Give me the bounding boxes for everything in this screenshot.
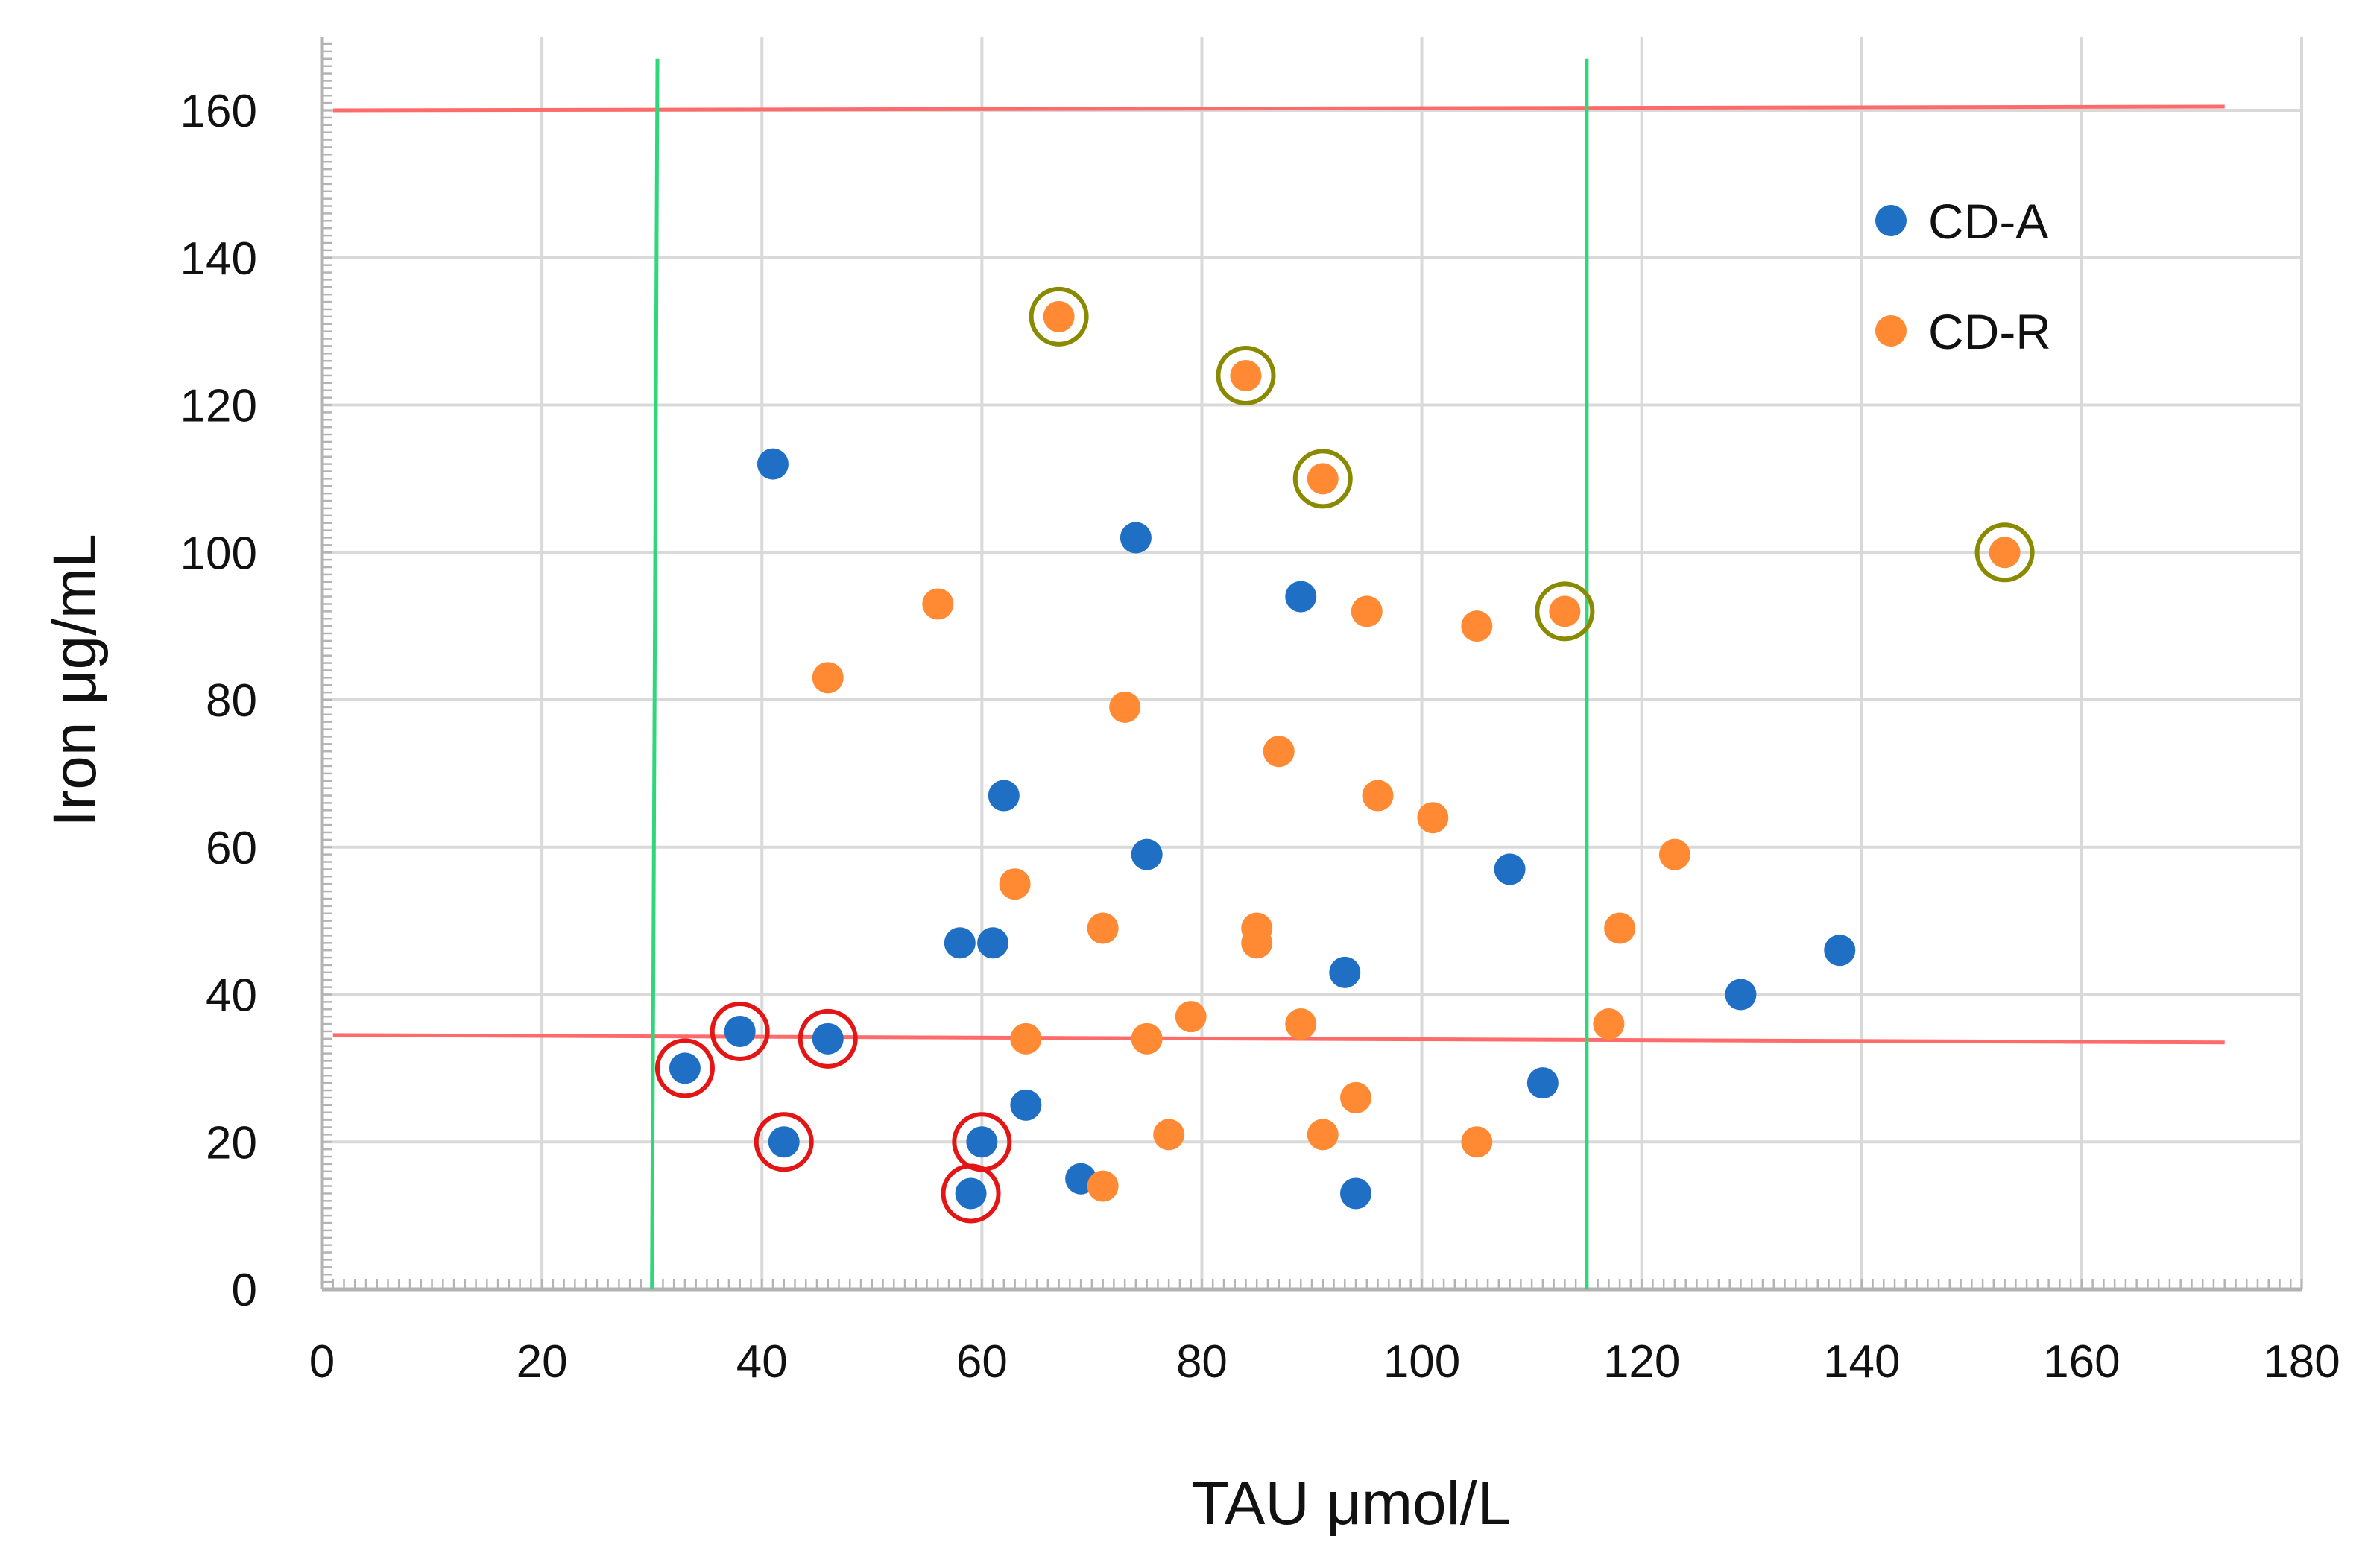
x-tick-label: 0 xyxy=(309,1336,335,1388)
point-cd-r xyxy=(1549,595,1581,627)
point-cd-r xyxy=(1131,1022,1163,1055)
point-cd-r xyxy=(1175,1001,1207,1033)
x-tick-label: 160 xyxy=(2043,1336,2120,1388)
point-cd-a xyxy=(966,1126,998,1158)
point-cd-a xyxy=(1285,581,1317,613)
tick-labels: 0 20 40 60 80 100 120 140 160 180 0 20 40 60 80 100 120 1… xyxy=(180,86,2340,1388)
point-cd-a xyxy=(1010,1089,1042,1121)
point-cd-a xyxy=(944,927,976,959)
x-tick-label: 60 xyxy=(956,1336,1008,1388)
y-tick-label: 0 xyxy=(232,1265,257,1316)
reference-line-horizontal xyxy=(332,104,2225,113)
point-cd-a xyxy=(1725,979,1757,1011)
point-cd-r xyxy=(999,868,1031,900)
point-cd-a xyxy=(812,1022,844,1055)
point-cd-a xyxy=(1340,1177,1372,1210)
highlight-circle-cd-r xyxy=(1216,345,1276,405)
reference-line-horizontal xyxy=(332,1033,2225,1045)
legend-marker-cd-r xyxy=(1875,315,1907,347)
legend-label-cd-a: CD-A xyxy=(1928,194,2048,249)
highlight-circle-cd-r xyxy=(1535,581,1595,642)
y-tick-label: 160 xyxy=(180,86,257,137)
y-axis-title: Iron μg/mL xyxy=(41,534,109,827)
point-cd-a xyxy=(1329,956,1361,988)
point-cd-r xyxy=(1362,780,1394,812)
point-cd-a xyxy=(988,780,1020,812)
highlight-circle-cd-r xyxy=(1974,522,2035,583)
x-tick-label: 80 xyxy=(1176,1336,1228,1388)
point-cd-a xyxy=(724,1015,756,1047)
highlight-circles xyxy=(654,286,2035,1224)
point-cd-r xyxy=(1461,1126,1493,1158)
x-tick-label: 140 xyxy=(1823,1336,1900,1388)
highlight-circle-cd-r xyxy=(1292,449,1353,509)
point-cd-r xyxy=(1109,691,1141,723)
y-tick-label: 60 xyxy=(206,823,257,874)
legend-marker-cd-a xyxy=(1875,205,1907,236)
point-cd-r xyxy=(922,588,954,620)
legend: CD-A CD-R xyxy=(1875,194,2051,359)
y-tick-label: 120 xyxy=(180,381,257,432)
point-cd-a xyxy=(1526,1067,1559,1099)
point-cd-r xyxy=(1010,1022,1042,1055)
reference-line-vertical xyxy=(650,58,660,1290)
point-cd-r xyxy=(1593,1008,1625,1040)
highlight-circle-cd-a xyxy=(941,1163,1001,1224)
point-cd-a xyxy=(955,1177,987,1210)
x-tick-label: 100 xyxy=(1383,1336,1460,1388)
point-cd-a xyxy=(1120,522,1152,554)
data-points xyxy=(669,300,2021,1210)
highlight-circle-cd-a xyxy=(798,1008,858,1069)
point-cd-r xyxy=(1153,1119,1185,1151)
point-cd-r xyxy=(1087,1170,1119,1202)
point-cd-r xyxy=(1307,463,1339,495)
point-cd-r xyxy=(1658,838,1690,870)
point-cd-a xyxy=(1824,935,1856,967)
x-tick-label: 20 xyxy=(517,1336,568,1388)
x-tick-label: 120 xyxy=(1603,1336,1680,1388)
point-cd-a xyxy=(768,1126,800,1158)
point-cd-a xyxy=(977,927,1009,959)
point-cd-r xyxy=(1989,537,2021,569)
point-cd-a xyxy=(669,1052,701,1084)
point-cd-a xyxy=(1494,853,1526,885)
y-tick-label: 20 xyxy=(206,1117,257,1169)
highlight-circle-cd-a xyxy=(654,1038,715,1098)
point-cd-r xyxy=(1461,610,1493,642)
highlight-circle-cd-a xyxy=(710,1001,770,1061)
highlight-circle-cd-a xyxy=(754,1112,814,1172)
point-cd-a xyxy=(1131,838,1163,870)
x-tick-label: 40 xyxy=(736,1336,788,1388)
point-cd-r xyxy=(812,662,844,694)
point-cd-r xyxy=(1263,736,1295,768)
legend-label-cd-r: CD-R xyxy=(1928,304,2051,359)
point-cd-r xyxy=(1230,359,1262,391)
x-tick-label: 180 xyxy=(2263,1336,2340,1388)
point-cd-r xyxy=(1307,1119,1339,1151)
x-axis-title: TAU μmol/L xyxy=(1192,1470,1511,1537)
reference-lines xyxy=(332,58,2225,1290)
point-cd-r xyxy=(1285,1008,1317,1040)
point-cd-r xyxy=(1340,1081,1372,1113)
highlight-circle-cd-r xyxy=(1029,286,1089,347)
y-tick-label: 40 xyxy=(206,970,257,1022)
point-cd-r xyxy=(1604,912,1636,944)
y-tick-label: 140 xyxy=(180,233,257,285)
y-tick-label: 100 xyxy=(180,528,257,579)
point-cd-r xyxy=(1241,927,1273,959)
point-cd-r xyxy=(1351,595,1383,627)
point-cd-r xyxy=(1043,300,1075,332)
point-cd-r xyxy=(1087,912,1119,944)
point-cd-r xyxy=(1417,802,1449,834)
point-cd-a xyxy=(757,448,789,480)
y-tick-label: 80 xyxy=(206,675,257,727)
